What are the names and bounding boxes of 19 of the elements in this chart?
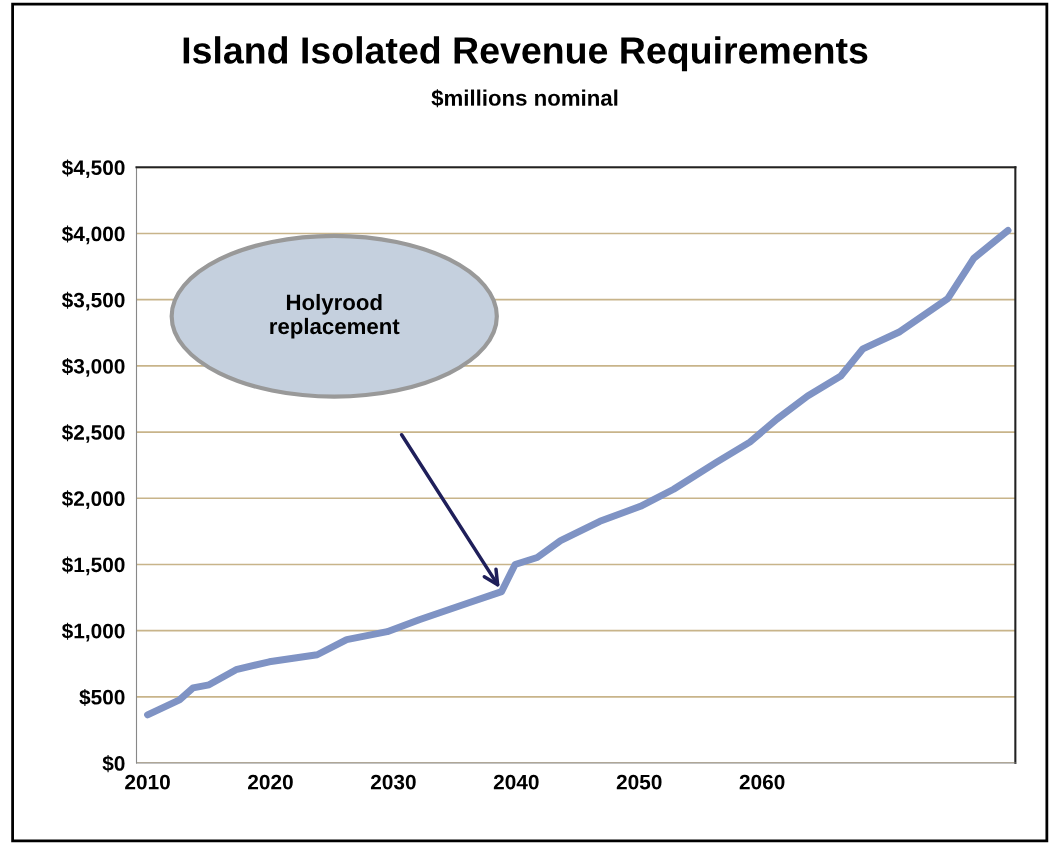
x-tick-label: 2050 <box>616 774 662 790</box>
x-tick-label: 2030 <box>370 774 416 790</box>
annotation: Holyrood replacement <box>270 293 400 339</box>
y-tick-label: $500 <box>79 688 125 706</box>
chart-subtitle: $millions nominal <box>431 89 618 108</box>
y-tick-label: $0 <box>102 755 125 773</box>
y-tick-label: $4,500 <box>61 159 125 179</box>
y-tick-label: $1,500 <box>61 556 125 576</box>
y-tick-label: $1,000 <box>61 622 125 642</box>
x-tick-label: 2010 <box>125 774 170 790</box>
y-tick-label: $3,000 <box>61 357 125 377</box>
y-tick-label: $3,500 <box>61 291 125 311</box>
y-tick-label: $2,500 <box>61 424 125 443</box>
x-tick-label: 2040 <box>493 774 539 790</box>
x-tick-label: 2060 <box>739 774 785 790</box>
x-tick-label: 2020 <box>248 774 293 790</box>
y-tick-label: $4,000 <box>61 225 125 245</box>
y-tick-label: $2,000 <box>61 490 125 510</box>
chart-title: Island Isolated Revenue Requirements <box>183 36 868 72</box>
